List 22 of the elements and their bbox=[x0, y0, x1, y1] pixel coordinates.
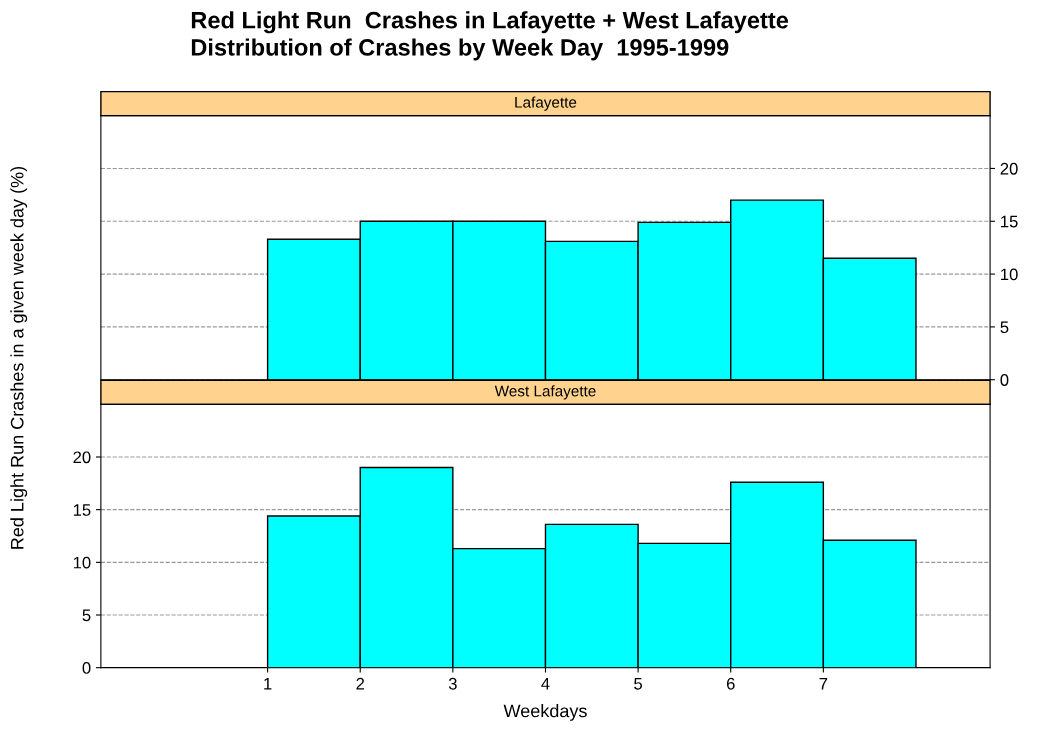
x-tick-label: 5 bbox=[634, 678, 643, 690]
y-tick-label: 0 bbox=[1000, 374, 1009, 386]
chart-subtitle: Lafayette bbox=[515, 96, 577, 111]
x-axis-title: Weekdays bbox=[503, 704, 587, 721]
x-tick-label: 6 bbox=[726, 677, 735, 690]
chart-subtitle: West Lafayette bbox=[494, 385, 596, 400]
x-tick-label: 4 bbox=[541, 678, 550, 690]
x-tick-label: 3 bbox=[448, 677, 457, 690]
y-tick-label: 15 bbox=[73, 504, 91, 516]
y-axis-title: Red Light Run Crashes in a given week day (%) bbox=[10, 167, 28, 549]
y-tick-label: 15 bbox=[1001, 215, 1018, 228]
y-tick-label: 10 bbox=[1001, 268, 1018, 281]
chart-title: Red Light Run Crashes in Lafayette + West Lafayette Distribution of Crashes by Week Day 1995-1999 bbox=[191, 11, 789, 61]
y-tick-label: 0 bbox=[82, 662, 91, 674]
y-tick-label: 20 bbox=[1000, 162, 1018, 175]
x-tick-label: 2 bbox=[356, 677, 365, 690]
y-tick-label: 10 bbox=[73, 556, 91, 569]
y-tick-label: 20 bbox=[73, 451, 91, 464]
x-tick-label: 1 bbox=[264, 678, 272, 690]
y-tick-label: 5 bbox=[1000, 321, 1009, 334]
x-tick-label: 7 bbox=[819, 678, 828, 690]
y-tick-label: 5 bbox=[82, 609, 91, 622]
